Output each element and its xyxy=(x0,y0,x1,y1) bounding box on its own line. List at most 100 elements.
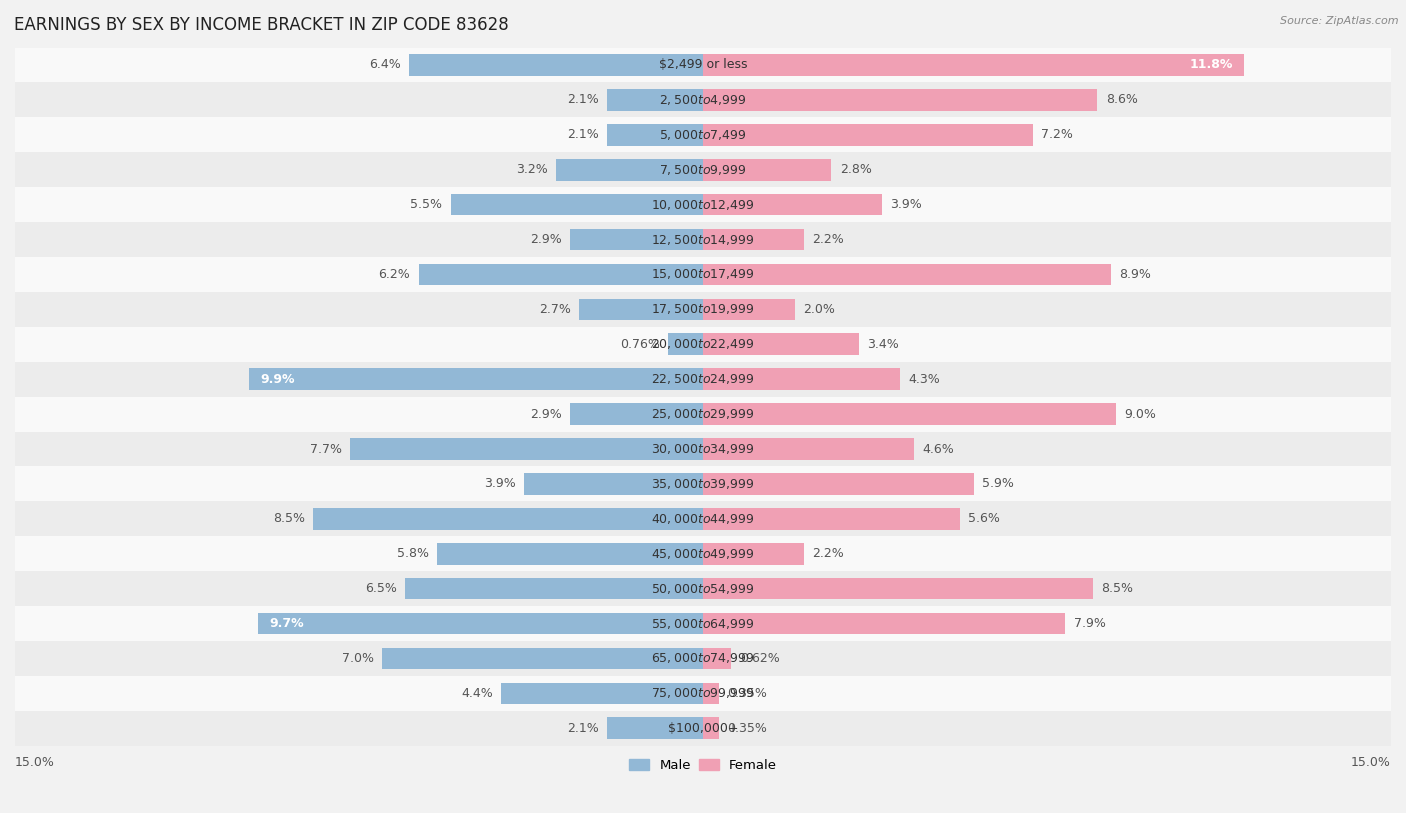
Bar xyxy=(703,54,1244,76)
Bar xyxy=(703,473,973,495)
Text: 8.6%: 8.6% xyxy=(1105,93,1137,107)
Text: $2,499 or less: $2,499 or less xyxy=(659,59,747,72)
Bar xyxy=(15,641,1391,676)
Text: 15.0%: 15.0% xyxy=(15,756,55,769)
Text: 8.5%: 8.5% xyxy=(1101,582,1133,595)
Bar xyxy=(15,117,1391,152)
Text: $2,500 to $4,999: $2,500 to $4,999 xyxy=(659,93,747,107)
Bar xyxy=(15,676,1391,711)
Text: $35,000 to $39,999: $35,000 to $39,999 xyxy=(651,477,755,491)
Text: 7.7%: 7.7% xyxy=(309,442,342,455)
Text: $55,000 to $64,999: $55,000 to $64,999 xyxy=(651,616,755,631)
Bar xyxy=(15,711,1391,746)
Text: 0.62%: 0.62% xyxy=(740,652,779,665)
Bar xyxy=(15,537,1391,572)
Text: $45,000 to $49,999: $45,000 to $49,999 xyxy=(651,547,755,561)
Text: 6.5%: 6.5% xyxy=(364,582,396,595)
Bar xyxy=(15,467,1391,502)
Text: $17,500 to $19,999: $17,500 to $19,999 xyxy=(651,302,755,316)
Bar xyxy=(579,298,703,320)
Bar xyxy=(15,362,1391,397)
Text: 7.0%: 7.0% xyxy=(342,652,374,665)
Text: 2.2%: 2.2% xyxy=(813,233,844,246)
Bar xyxy=(703,159,831,180)
Text: $15,000 to $17,499: $15,000 to $17,499 xyxy=(651,267,755,281)
Bar xyxy=(557,159,703,180)
Text: 3.4%: 3.4% xyxy=(868,337,898,350)
Text: $30,000 to $34,999: $30,000 to $34,999 xyxy=(651,442,755,456)
Text: $100,000+: $100,000+ xyxy=(668,722,738,735)
Text: 2.9%: 2.9% xyxy=(530,233,562,246)
Bar xyxy=(703,403,1116,425)
Bar xyxy=(703,543,804,564)
Bar xyxy=(703,89,1098,111)
Text: $40,000 to $44,999: $40,000 to $44,999 xyxy=(651,512,755,526)
Bar xyxy=(703,438,914,460)
Bar xyxy=(569,228,703,250)
Bar xyxy=(606,124,703,146)
Bar xyxy=(437,543,703,564)
Bar xyxy=(524,473,703,495)
Text: $75,000 to $99,999: $75,000 to $99,999 xyxy=(651,686,755,701)
Bar xyxy=(501,683,703,704)
Text: $12,500 to $14,999: $12,500 to $14,999 xyxy=(651,233,755,246)
Bar xyxy=(15,292,1391,327)
Text: $5,000 to $7,499: $5,000 to $7,499 xyxy=(659,128,747,141)
Text: 3.9%: 3.9% xyxy=(484,477,516,490)
Bar xyxy=(703,368,900,390)
Bar xyxy=(703,718,718,739)
Legend: Male, Female: Male, Female xyxy=(624,754,782,777)
Text: 2.1%: 2.1% xyxy=(567,93,599,107)
Bar xyxy=(15,257,1391,292)
Bar xyxy=(703,263,1111,285)
Bar xyxy=(15,397,1391,432)
Text: EARNINGS BY SEX BY INCOME BRACKET IN ZIP CODE 83628: EARNINGS BY SEX BY INCOME BRACKET IN ZIP… xyxy=(14,16,509,34)
Text: 4.4%: 4.4% xyxy=(461,687,494,700)
Text: 2.7%: 2.7% xyxy=(538,303,571,316)
Text: $50,000 to $54,999: $50,000 to $54,999 xyxy=(651,581,755,596)
Bar xyxy=(703,333,859,355)
Bar xyxy=(703,508,960,529)
Bar xyxy=(703,648,731,669)
Text: 5.5%: 5.5% xyxy=(411,198,443,211)
Text: 6.2%: 6.2% xyxy=(378,268,411,281)
Text: 0.35%: 0.35% xyxy=(727,722,768,735)
Text: 4.6%: 4.6% xyxy=(922,442,955,455)
Text: $22,500 to $24,999: $22,500 to $24,999 xyxy=(651,372,755,386)
Text: 8.9%: 8.9% xyxy=(1119,268,1152,281)
Bar xyxy=(249,368,703,390)
Bar xyxy=(703,613,1066,634)
Text: 9.7%: 9.7% xyxy=(270,617,304,630)
Bar xyxy=(15,82,1391,117)
Bar xyxy=(703,124,1033,146)
Bar xyxy=(15,432,1391,467)
Text: 6.4%: 6.4% xyxy=(370,59,401,72)
Bar xyxy=(15,327,1391,362)
Text: 0.76%: 0.76% xyxy=(620,337,659,350)
Bar xyxy=(350,438,703,460)
Bar xyxy=(382,648,703,669)
Bar xyxy=(668,333,703,355)
Bar xyxy=(259,613,703,634)
Bar xyxy=(419,263,703,285)
Text: 11.8%: 11.8% xyxy=(1189,59,1233,72)
Text: 9.9%: 9.9% xyxy=(260,372,295,385)
Text: 0.35%: 0.35% xyxy=(727,687,768,700)
Text: 5.8%: 5.8% xyxy=(396,547,429,560)
Text: 3.2%: 3.2% xyxy=(516,163,548,176)
Text: $7,500 to $9,999: $7,500 to $9,999 xyxy=(659,163,747,176)
Bar xyxy=(409,54,703,76)
Text: 2.9%: 2.9% xyxy=(530,407,562,420)
Text: 5.6%: 5.6% xyxy=(969,512,1000,525)
Text: $20,000 to $22,499: $20,000 to $22,499 xyxy=(651,337,755,351)
Bar xyxy=(15,222,1391,257)
Text: 15.0%: 15.0% xyxy=(1351,756,1391,769)
Bar xyxy=(703,228,804,250)
Bar xyxy=(15,47,1391,82)
Bar xyxy=(314,508,703,529)
Text: Source: ZipAtlas.com: Source: ZipAtlas.com xyxy=(1281,16,1399,26)
Bar xyxy=(15,187,1391,222)
Bar xyxy=(703,683,718,704)
Bar xyxy=(703,298,794,320)
Text: $65,000 to $74,999: $65,000 to $74,999 xyxy=(651,651,755,666)
